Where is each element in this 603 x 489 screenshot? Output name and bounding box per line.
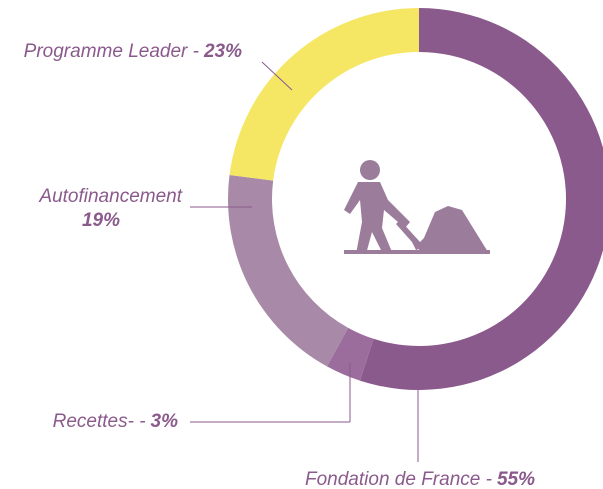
value-label: 3%: [151, 411, 179, 432]
slice-label: Programme Leader -23%: [24, 41, 242, 62]
category-name: Recettes- -: [53, 411, 146, 432]
leader-line: [261, 61, 293, 91]
worker-icon: [344, 160, 490, 254]
donut-slice: [228, 175, 349, 367]
slice-label: Fondation de France -55%: [305, 469, 535, 489]
value-label: 55%: [497, 469, 535, 489]
category-name: Fondation de France -: [305, 469, 492, 489]
donut-slice: [229, 8, 419, 181]
slice-label: Autofinancement 19%: [38, 186, 182, 231]
value-label: 23%: [203, 41, 242, 62]
slice-label: Recettes- -3%: [53, 411, 178, 432]
donut-slice: [359, 8, 603, 390]
donut-slice: [326, 327, 374, 381]
value-label: 19%: [82, 210, 120, 231]
category-name: Autofinancement: [38, 186, 182, 207]
category-name: Programme Leader -: [24, 41, 199, 62]
